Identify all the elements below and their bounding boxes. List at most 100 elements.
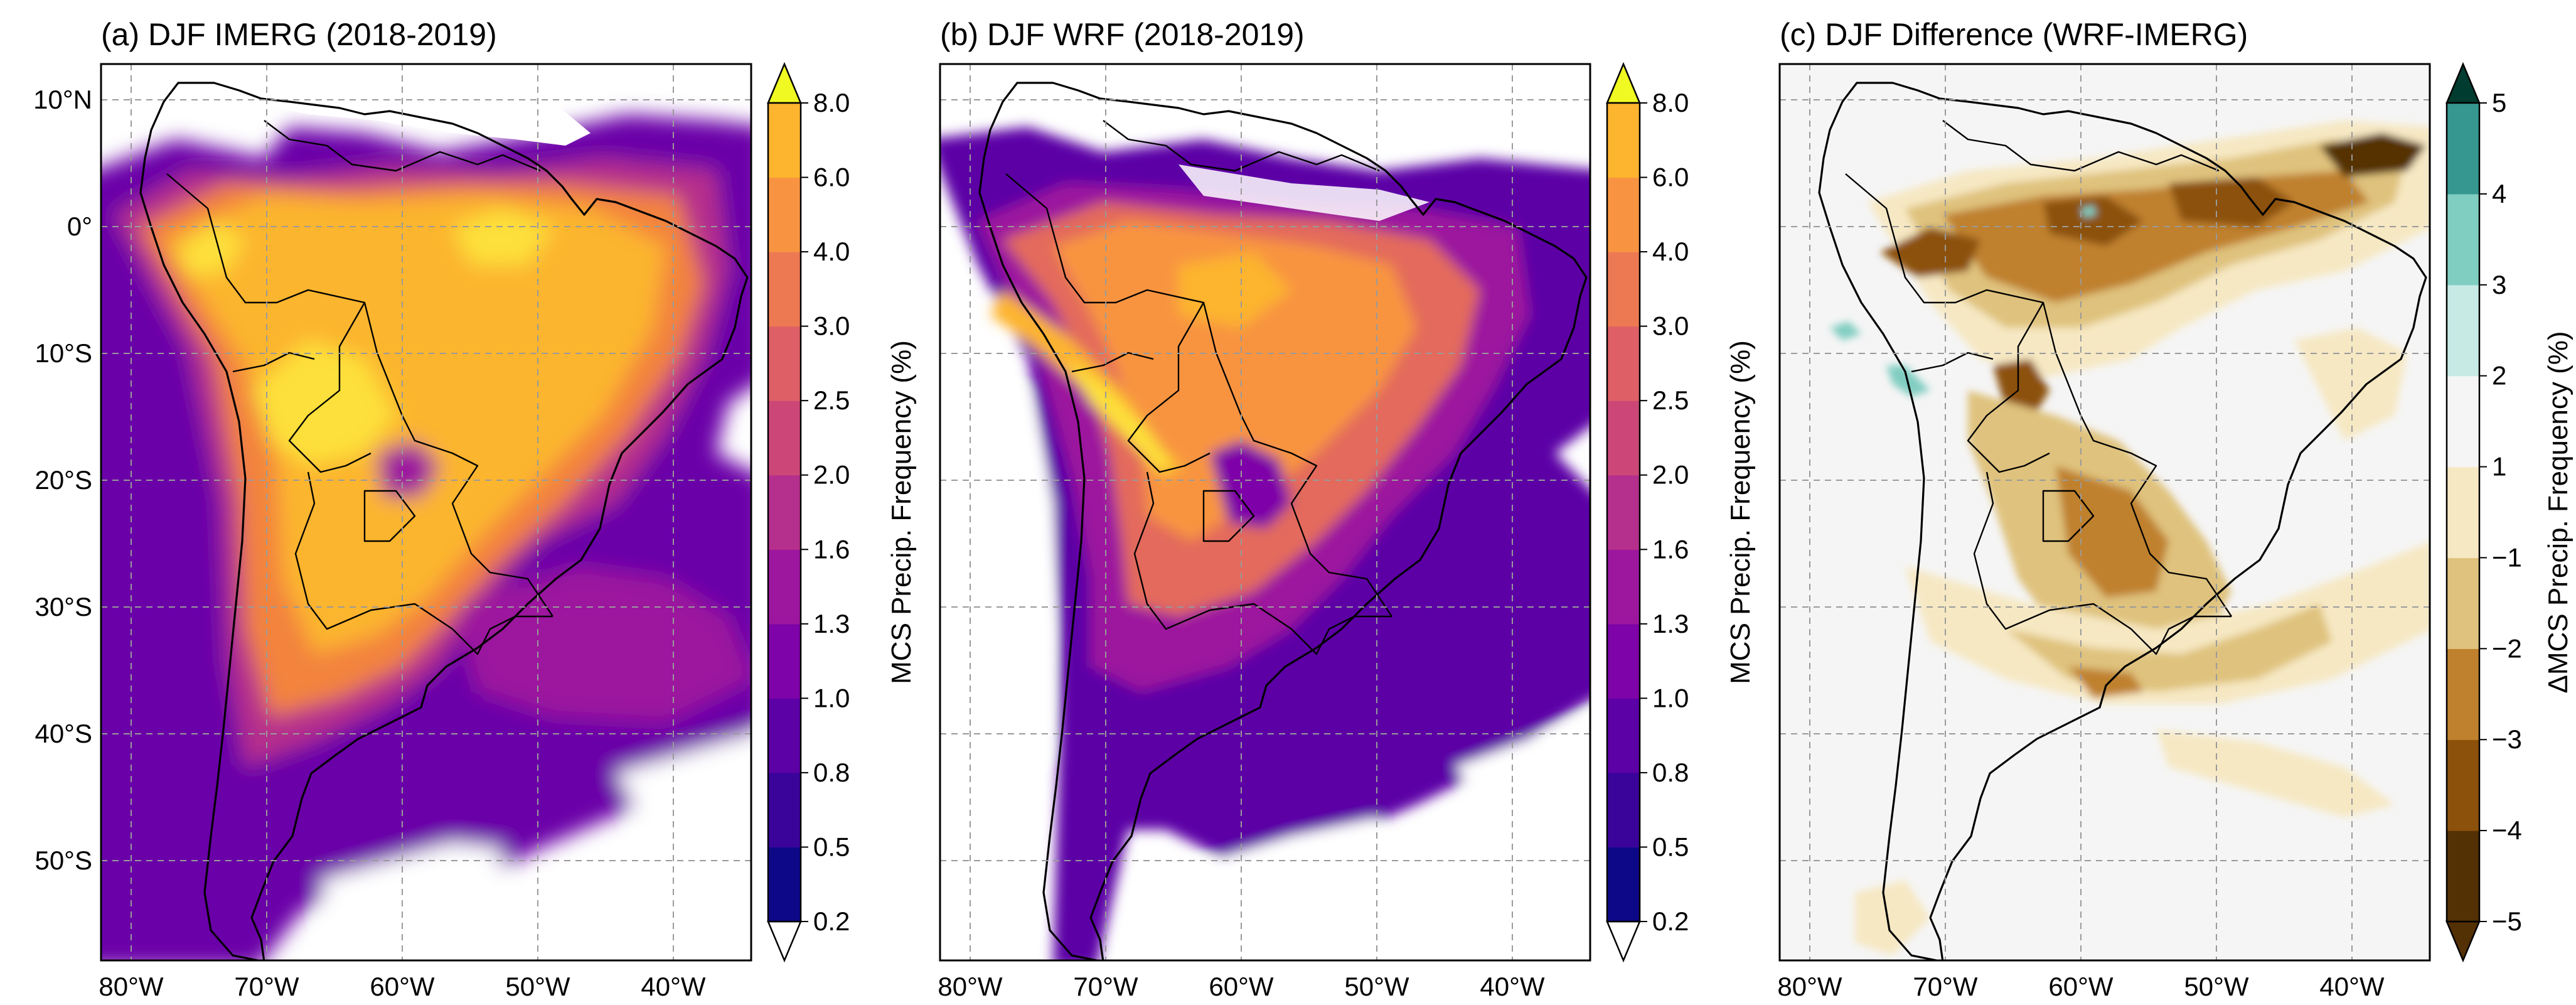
panel-c-gridlines — [1780, 64, 2430, 960]
colorbar-tick-label: −2 — [2492, 633, 2522, 663]
colorbar-tick-label: 0.5 — [1652, 832, 1689, 861]
colorbar-tick-label: 4.0 — [1652, 237, 1689, 266]
panel-b-title: (b) DJF WRF (2018-2019) — [940, 17, 1305, 52]
lon-label: 70°W — [1073, 972, 1138, 1001]
lon-label: 60°W — [1209, 972, 1274, 1001]
colorbar-tick-label: 2.0 — [1652, 460, 1689, 490]
colorbar-tick-label: 2.0 — [813, 460, 850, 490]
colorbar-segment — [1607, 475, 1640, 550]
colorbar-segment — [1607, 103, 1640, 178]
colorbar-extend-max — [767, 62, 802, 104]
colorbar-tick-label: 3 — [2492, 270, 2506, 299]
lon-label: 40°W — [1480, 972, 1545, 1001]
colorbar-tick-label: 3.0 — [813, 311, 850, 341]
lon-label: 80°W — [99, 972, 164, 1001]
colorbar-tick-label: 0.8 — [813, 758, 850, 787]
colorbar-segment — [2447, 557, 2479, 649]
colorbar-extend-min — [767, 920, 802, 963]
panel-c-map — [1780, 64, 2430, 960]
colorbar-segment — [1607, 326, 1640, 401]
colorbar-tick-label: 6.0 — [1652, 163, 1689, 192]
colorbar-extend-min — [2445, 920, 2481, 963]
colorbar-segment — [1607, 698, 1640, 773]
lat-label: 10°N — [33, 85, 92, 114]
colorbar-tick-label: 4 — [2492, 179, 2506, 208]
lon-label: 70°W — [234, 972, 299, 1001]
colorbar-segment — [768, 847, 801, 922]
panel-a-imerg: (a) DJF IMERG (2018-2019) — [33, 17, 917, 1001]
lon-label: 70°W — [1913, 972, 1978, 1001]
colorbar-frame — [1606, 102, 1641, 923]
colorbar-tick-label: 1.0 — [1652, 683, 1689, 712]
colorbar-segment — [1607, 623, 1640, 699]
panel-a-lat-labels: 10°N 0° 10°S 20°S 30°S 40°S 50°S — [33, 85, 92, 875]
panel-c-field — [1830, 121, 2430, 955]
colorbar-segment — [768, 177, 801, 252]
lon-label: 40°W — [2319, 972, 2385, 1001]
colorbar-tick-label: 0.2 — [1652, 906, 1689, 936]
colorbar-tick-label: 2.5 — [813, 385, 850, 415]
colorbar-segment — [2447, 103, 2479, 195]
lat-label: 30°S — [35, 592, 92, 621]
colorbar-frame — [2445, 102, 2481, 923]
lat-label: 10°S — [35, 338, 92, 368]
colorbar-tick-label: 5 — [2492, 88, 2506, 117]
colorbar-tick-label: −4 — [2492, 815, 2522, 845]
panel-b-colorbar: 0.2 0.5 0.8 1.0 1.3 1.6 2.0 2.5 3.0 4.0 6.0 8.0 MCS … — [1606, 62, 1756, 963]
colorbar-tick-label: 1 — [2492, 452, 2506, 481]
lon-label: 50°W — [505, 972, 570, 1001]
colorbar-tick-label: 2.5 — [1652, 385, 1689, 415]
panel-a-frame — [100, 63, 752, 962]
colorbar-tick-label: 1.6 — [813, 534, 850, 564]
panel-b-map — [940, 64, 1590, 960]
panel-b-frame — [939, 63, 1591, 962]
panel-a-gridlines — [101, 64, 751, 960]
colorbar-segment — [768, 549, 801, 625]
colorbar-extend-max — [2445, 62, 2481, 104]
colorbar-segment — [768, 103, 801, 178]
panel-a-title: (a) DJF IMERG (2018-2019) — [101, 17, 497, 52]
colorbar-segment — [768, 252, 801, 327]
panel-b-wrf: (b) DJF WRF (2018-2019) — [938, 17, 1756, 1001]
panel-a-lon-labels: 80°W 70°W 60°W 50°W 40°W — [99, 972, 706, 1001]
colorbar-tick-label: 1.3 — [813, 609, 850, 638]
panel-a-field — [101, 114, 751, 960]
colorbar-segment — [2447, 466, 2479, 559]
colorbar-segment — [2447, 193, 2479, 286]
panel-b-lon-labels: 80°W 70°W 60°W 50°W 40°W — [938, 972, 1545, 1001]
colorbar-segment — [2447, 648, 2479, 740]
colorbar-segment — [768, 326, 801, 401]
lat-label: 0° — [67, 212, 92, 241]
colorbar-segment — [768, 698, 801, 773]
lon-label: 60°W — [370, 972, 435, 1001]
colorbar-segment — [768, 400, 801, 476]
lat-label: 40°S — [35, 719, 92, 748]
panel-b-field — [940, 127, 1590, 960]
lon-label: 50°W — [2184, 972, 2249, 1001]
colorbar-tick-label: 3.0 — [1652, 311, 1689, 341]
lon-label: 60°W — [2048, 972, 2114, 1001]
colorbar-label: ΔMCS Precip. Frequency (%) — [2543, 331, 2573, 693]
colorbar-segment — [2447, 375, 2479, 468]
colorbar-tick-label: 1.0 — [813, 683, 850, 712]
colorbar-segment — [2447, 284, 2479, 377]
colorbar-tick-label: 8.0 — [1652, 88, 1689, 117]
colorbar-tick-label: 8.0 — [813, 88, 850, 117]
panel-c-title: (c) DJF Difference (WRF-IMERG) — [1780, 17, 2248, 52]
colorbar-tick-label: −5 — [2492, 906, 2522, 936]
colorbar-tick-label: 1.6 — [1652, 534, 1689, 564]
panel-a-colorbar: 0.2 0.5 0.8 1.0 1.3 1.6 2.0 2.5 3.0 4.0 6.0 8.0 MCS … — [767, 62, 917, 963]
lon-label: 40°W — [641, 972, 706, 1001]
colorbar-extend-max — [1606, 62, 1641, 104]
lat-label: 20°S — [35, 465, 92, 495]
colorbar-tick-label: 1.3 — [1652, 609, 1689, 638]
colorbar-tick-label: 6.0 — [813, 163, 850, 192]
colorbar-tick-label: −1 — [2492, 542, 2522, 572]
panel-c-frame — [1778, 63, 2431, 962]
colorbar-tick-label: 2 — [2492, 361, 2506, 390]
colorbar-tick-label: 0.5 — [813, 832, 850, 861]
panel-b-gridlines — [940, 64, 1590, 960]
colorbar-segment — [2447, 739, 2479, 831]
colorbar-tick-label: 4.0 — [813, 237, 850, 266]
lon-label: 50°W — [1344, 972, 1409, 1001]
